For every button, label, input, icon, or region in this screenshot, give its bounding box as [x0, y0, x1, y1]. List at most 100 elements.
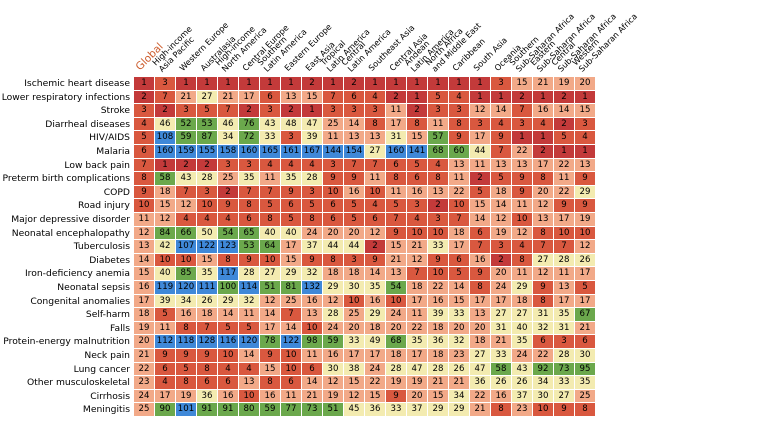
- heatmap-cell: 6: [134, 145, 155, 159]
- heatmap-cell: 6: [470, 226, 491, 241]
- heatmap-cell: 14: [239, 349, 260, 363]
- heatmap-cell: 35: [239, 172, 260, 186]
- heatmap-cell: 4: [134, 117, 155, 132]
- heatmap-cell: 10: [281, 362, 302, 377]
- heatmap-cell: 30: [533, 389, 554, 404]
- heatmap-cell: 19: [323, 389, 344, 404]
- heatmap-cell: 2: [554, 90, 575, 105]
- heatmap-cell: 17: [449, 240, 470, 254]
- heatmap-cell: 36: [365, 403, 386, 417]
- heatmap-cell: 5: [218, 321, 239, 336]
- heatmap-cell: 20: [134, 335, 155, 349]
- heatmap-cell: 59: [260, 403, 281, 417]
- heatmap-cell: 5: [344, 213, 365, 227]
- heatmap-cell: 13: [134, 240, 155, 254]
- heatmap-cell: 18: [155, 185, 176, 200]
- heatmap-cell: 80: [239, 403, 260, 417]
- heatmap-cell: 30: [575, 349, 596, 363]
- heatmap-cell: 22: [407, 321, 428, 336]
- heatmap-cell: 18: [365, 321, 386, 336]
- heatmap-cell: 9: [218, 199, 239, 213]
- heatmap-cell: 6: [323, 199, 344, 213]
- heatmap-cell: 10: [323, 185, 344, 200]
- heatmap-cell: 9: [176, 349, 197, 363]
- heatmap-cell: 24: [134, 389, 155, 404]
- heatmap-cell: 128: [197, 335, 218, 349]
- heatmap-cell: 1: [302, 104, 323, 118]
- heatmap-cell: 18: [491, 185, 512, 200]
- heatmap-cell: 8: [260, 376, 281, 390]
- heatmap-cell: 13: [281, 90, 302, 105]
- heatmap-cell: 14: [491, 104, 512, 118]
- heatmap-cell: 22: [533, 349, 554, 363]
- heatmap-cell: 3: [344, 253, 365, 268]
- heatmap-cell: 17: [344, 349, 365, 363]
- heatmap-cell: 18: [197, 308, 218, 322]
- heatmap-cell: 10: [176, 253, 197, 268]
- heatmap-cell: 54: [218, 226, 239, 241]
- heatmap-cell: 16: [365, 294, 386, 309]
- heatmap-cell: 9: [239, 253, 260, 268]
- heatmap-cell: 8: [365, 117, 386, 132]
- heatmap-cell: 5: [176, 362, 197, 377]
- heatmap-cell: 90: [155, 403, 176, 417]
- heatmap-cell: 100: [218, 281, 239, 295]
- heatmap-cell: 17: [470, 294, 491, 309]
- heatmap-cell: 4: [218, 362, 239, 377]
- heatmap-cell: 34: [449, 389, 470, 404]
- row-label: Preterm birth complications: [2, 173, 130, 185]
- heatmap-cell: 35: [281, 172, 302, 186]
- heatmap-cell: 4: [176, 213, 197, 227]
- heatmap-cell: 17: [386, 117, 407, 132]
- heatmap-cell: 40: [260, 226, 281, 241]
- heatmap-cell: 24: [323, 321, 344, 336]
- heatmap-cell: 6: [281, 199, 302, 213]
- heatmap-cell: 6: [386, 158, 407, 173]
- heatmap-cell: 21: [449, 376, 470, 390]
- heatmap-cell: 119: [155, 281, 176, 295]
- heatmap-cell: 20: [344, 321, 365, 336]
- heatmap-cell: 160: [155, 145, 176, 159]
- heatmap-cell: 34: [218, 131, 239, 145]
- heatmap-cell: 36: [428, 335, 449, 349]
- heatmap-cell: 28: [554, 253, 575, 268]
- heatmap-cell: 37: [512, 389, 533, 404]
- heatmap-cell: 85: [176, 267, 197, 281]
- heatmap-cell: 15: [260, 362, 281, 377]
- heatmap-cell: 11: [512, 199, 533, 213]
- heatmap-cell: 25: [323, 117, 344, 132]
- heatmap-cell: 9: [260, 349, 281, 363]
- heatmap-cell: 17: [554, 213, 575, 227]
- heatmap-cell: 17: [470, 131, 491, 145]
- heatmap-cell: 81: [281, 281, 302, 295]
- heatmap-cell: 27: [365, 145, 386, 159]
- heatmap-cell: 16: [428, 294, 449, 309]
- heatmap-cell: 2: [512, 90, 533, 105]
- heatmap-cell: 1: [428, 77, 449, 91]
- heatmap-cell: 18: [407, 281, 428, 295]
- heatmap-cell: 2: [386, 90, 407, 105]
- heatmap-cell: 26: [512, 376, 533, 390]
- heatmap-cell: 14: [134, 253, 155, 268]
- heatmap-cell: 2: [155, 104, 176, 118]
- heatmap-cell: 24: [512, 349, 533, 363]
- heatmap-cell: 36: [470, 376, 491, 390]
- heatmap-cell: 4: [302, 158, 323, 173]
- heatmap-cell: 22: [134, 362, 155, 377]
- heatmap-cell: 4: [407, 213, 428, 227]
- heatmap-cell: 1: [155, 158, 176, 173]
- heatmap-cell: 33: [449, 308, 470, 322]
- heatmap-cell: 2: [554, 117, 575, 132]
- heatmap-cell: 9: [428, 253, 449, 268]
- heatmap-cell: 4: [365, 199, 386, 213]
- heatmap-cell: 3: [302, 185, 323, 200]
- heatmap-cell: 21: [407, 240, 428, 254]
- heatmap-cell: 160: [386, 145, 407, 159]
- heatmap-cell: 6: [407, 172, 428, 186]
- heatmap-cell: 7: [533, 240, 554, 254]
- heatmap-cell: 10: [575, 226, 596, 241]
- heatmap-cell: 43: [260, 117, 281, 132]
- heatmap-cell: 19: [176, 389, 197, 404]
- heatmap-cell: 19: [554, 77, 575, 91]
- heatmap-cell: 27: [554, 389, 575, 404]
